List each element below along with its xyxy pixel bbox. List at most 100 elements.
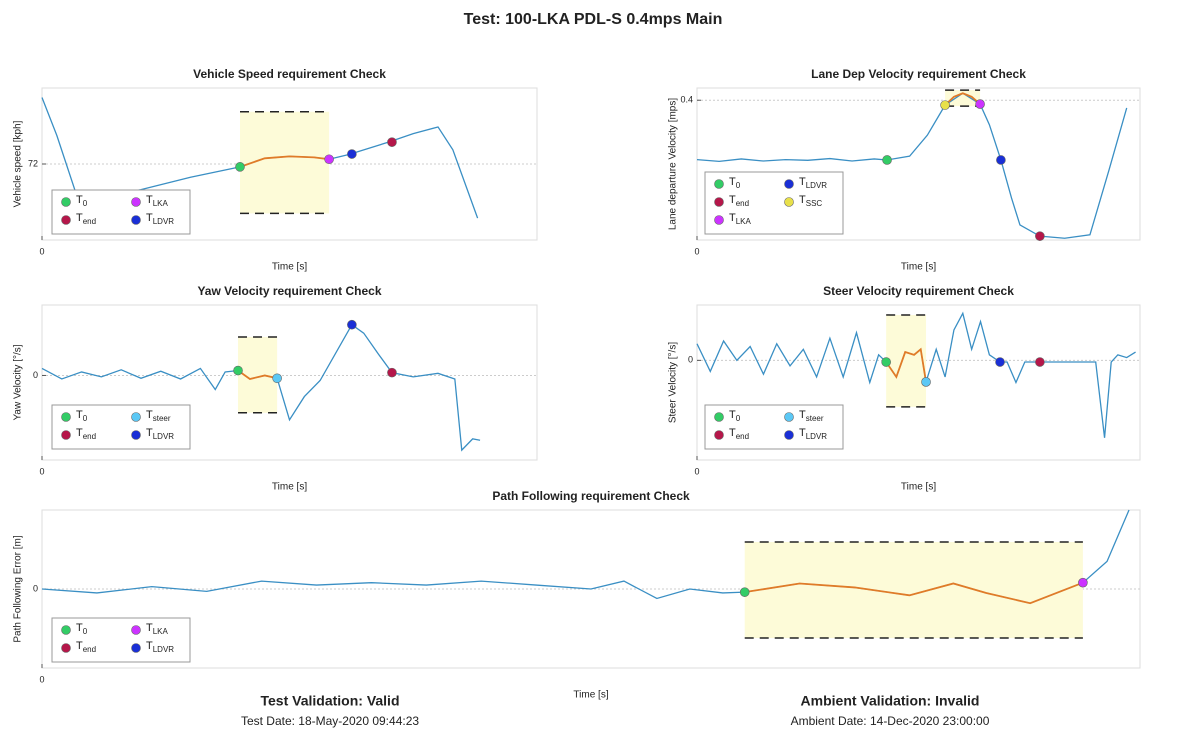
event-marker <box>387 367 397 378</box>
legend-box <box>704 171 844 235</box>
series-line <box>237 369 278 380</box>
requirement-band <box>945 90 981 107</box>
legend-marker <box>61 215 71 225</box>
event-marker <box>921 377 931 387</box>
series-line <box>239 155 330 168</box>
x-axis-label: Time [s] <box>573 690 608 701</box>
legend-box <box>704 404 844 450</box>
y-tick-label: 0 <box>688 355 693 365</box>
legend-label: T0 <box>76 409 88 423</box>
event-marker <box>975 99 985 109</box>
event-marker <box>1078 577 1088 588</box>
x-tick-label: 0 <box>39 246 44 256</box>
event-marker <box>324 154 334 165</box>
y-axis-label: Steer Velocity [°/s] <box>668 342 679 423</box>
event-marker <box>881 357 891 367</box>
legend: T0 Tend TLKA TLDVR <box>51 617 191 663</box>
x-axis-label: Time [s] <box>272 262 307 273</box>
legend-marker <box>131 197 141 207</box>
chart-title: Steer Velocity requirement Check <box>823 284 1014 298</box>
y-tick-label: 0.4 <box>680 95 693 105</box>
y-axis-label: Lane departure Velocity [mps] <box>668 98 679 231</box>
event-marker <box>996 155 1006 165</box>
legend-box <box>51 189 191 235</box>
event-marker <box>1035 357 1045 367</box>
legend-label: TLDVR <box>146 640 174 654</box>
legend-marker <box>714 179 724 189</box>
validation-date: Ambient Date: 14-Dec-2020 23:00:00 <box>791 714 990 728</box>
chart-title: Vehicle Speed requirement Check <box>193 67 386 81</box>
event-marker <box>995 357 1005 367</box>
x-tick-label: 0 <box>694 246 699 256</box>
y-axis-label: Path Following Error [m] <box>13 535 24 642</box>
legend-marker <box>714 215 724 225</box>
legend-label: Tend <box>729 194 749 208</box>
x-tick-label: 0 <box>39 674 44 684</box>
legend-label: T0 <box>76 194 88 208</box>
validation-status: Ambient Validation: Invalid <box>801 693 980 709</box>
legend: T0 Tend TLKA TLDVR <box>51 189 191 235</box>
validation-date: Test Date: 18-May-2020 09:44:23 <box>241 714 419 728</box>
y-tick-label: 72 <box>28 158 38 168</box>
chart-title: Path Following requirement Check <box>492 489 690 503</box>
plot-area <box>41 304 538 461</box>
legend-marker <box>714 412 724 422</box>
legend-label: Tend <box>76 212 96 226</box>
legend-label: Tend <box>76 640 96 654</box>
legend-label: Tend <box>729 427 749 441</box>
event-marker <box>387 137 397 147</box>
legend-box <box>51 617 191 663</box>
legend-label: TLKA <box>146 194 169 208</box>
legend: T0 Tend TLKA TLDVR TSSC <box>704 171 844 235</box>
legend-label: Tend <box>76 427 96 441</box>
requirement-band <box>886 314 927 407</box>
requirement-band <box>744 541 1083 638</box>
legend-marker <box>131 412 141 422</box>
legend-label: TLKA <box>146 622 169 636</box>
y-axis-label: Yaw Velocity [°/s] <box>13 344 24 420</box>
figure-title: Test: 100-LKA PDL-S 0.4mps Main <box>464 11 723 28</box>
legend-marker <box>131 430 141 440</box>
x-axis-label: Time [s] <box>901 262 936 273</box>
y-tick-label: 0 <box>33 370 38 380</box>
legend-label: Tsteer <box>146 409 171 423</box>
series-line <box>944 92 981 106</box>
legend-label: T0 <box>729 176 741 190</box>
legend-marker <box>784 197 794 207</box>
legend-label: T0 <box>729 409 741 423</box>
legend-marker <box>61 430 71 440</box>
legend-marker <box>61 412 71 422</box>
event-marker <box>739 587 750 597</box>
event-marker <box>235 162 245 172</box>
series-line <box>744 581 1084 605</box>
x-tick-label: 0 <box>694 466 699 476</box>
legend-marker <box>131 625 141 635</box>
validation-status: Test Validation: Valid <box>261 693 400 709</box>
chart-title: Yaw Velocity requirement Check <box>197 284 381 298</box>
legend-marker <box>61 625 71 635</box>
legend-marker <box>61 197 71 207</box>
legend-label: TLDVR <box>146 427 174 441</box>
event-marker <box>882 155 892 165</box>
legend: T0 Tend Tsteer TLDVR <box>704 404 844 450</box>
legend-label: TLDVR <box>799 427 827 441</box>
legend-marker <box>714 430 724 440</box>
event-marker <box>272 373 282 384</box>
legend-marker <box>784 179 794 189</box>
event-marker <box>347 319 357 330</box>
legend-label: TSSC <box>799 194 822 208</box>
legend-marker <box>784 430 794 440</box>
legend-marker <box>61 643 71 653</box>
event-marker <box>233 365 243 376</box>
legend-label: TLDVR <box>146 212 174 226</box>
legend: T0 Tend Tsteer TLDVR <box>51 404 191 450</box>
x-axis-label: Time [s] <box>272 482 307 493</box>
event-marker <box>1035 231 1045 241</box>
event-marker <box>347 149 357 159</box>
x-axis-label: Time [s] <box>901 482 936 493</box>
legend-box <box>51 404 191 450</box>
legend-marker <box>784 412 794 422</box>
x-tick-label: 0 <box>39 466 44 476</box>
legend-label: T0 <box>76 622 88 636</box>
